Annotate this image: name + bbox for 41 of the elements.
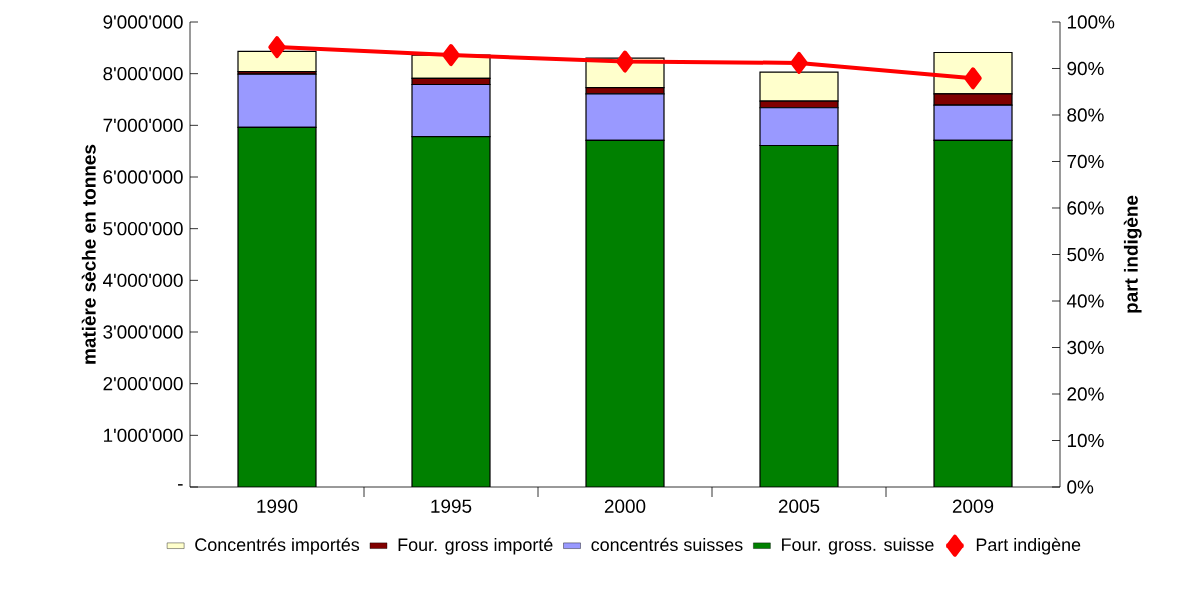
legend-label: Concentrés importés — [195, 537, 360, 555]
bar — [586, 140, 664, 487]
y2-tick-label: 40% — [1066, 294, 1104, 308]
x-tick-label: 1995 — [431, 499, 472, 513]
bar — [412, 136, 490, 487]
x-tick-label: 1990 — [257, 499, 298, 513]
y-tick-label: 5'000'000 — [103, 221, 183, 236]
x-tick-label: 2005 — [778, 499, 820, 513]
y2-tick-label: 0% — [1067, 480, 1094, 494]
bar — [237, 50, 317, 73]
y-tick-label: 3'000'000 — [103, 325, 183, 339]
y2-tick-label: 70% — [1067, 154, 1104, 169]
x-tick-label: 2000 — [604, 499, 646, 513]
y-tick-label: 6'000'000 — [103, 170, 183, 184]
y2-tick-label: 80% — [1067, 108, 1104, 122]
y2-tick-label: 60% — [1067, 201, 1104, 215]
bar — [760, 145, 839, 487]
legend-label: Four. gross importé — [398, 537, 553, 555]
y-axis-title: matière sèche en tonnes — [81, 144, 96, 364]
y2-tick-label: 30% — [1067, 340, 1104, 355]
y2-axis-title: part indigène — [1123, 195, 1142, 313]
y2-tick-label: 50% — [1067, 247, 1104, 262]
y2-tick-label: 100% — [1067, 15, 1115, 29]
legend-label: concentrés suisses — [591, 537, 743, 552]
y2-tick-label: 90% — [1067, 61, 1104, 76]
legend-label: Four. gross. suisse — [782, 537, 934, 555]
y-tick-label: 2'000'000 — [103, 376, 183, 391]
y-tick-label: 7'000'000 — [103, 118, 183, 133]
y-tick-label: 1'000'000 — [104, 428, 183, 443]
legend-label: Part indigène — [976, 537, 1081, 555]
y-tick-label: 9'000'000 — [103, 15, 183, 29]
y-tick-label: 8'000'000 — [103, 66, 183, 81]
y2-tick-label: 10% — [1067, 433, 1104, 448]
bar — [933, 139, 1013, 487]
y-tick-label: 4'000'000 — [103, 273, 183, 288]
point — [790, 51, 808, 74]
y2-tick-label: 20% — [1067, 387, 1104, 401]
y-tick-label: - — [178, 484, 183, 486]
x-tick-label: 2009 — [952, 499, 994, 513]
bar — [238, 127, 316, 487]
point — [268, 36, 286, 59]
